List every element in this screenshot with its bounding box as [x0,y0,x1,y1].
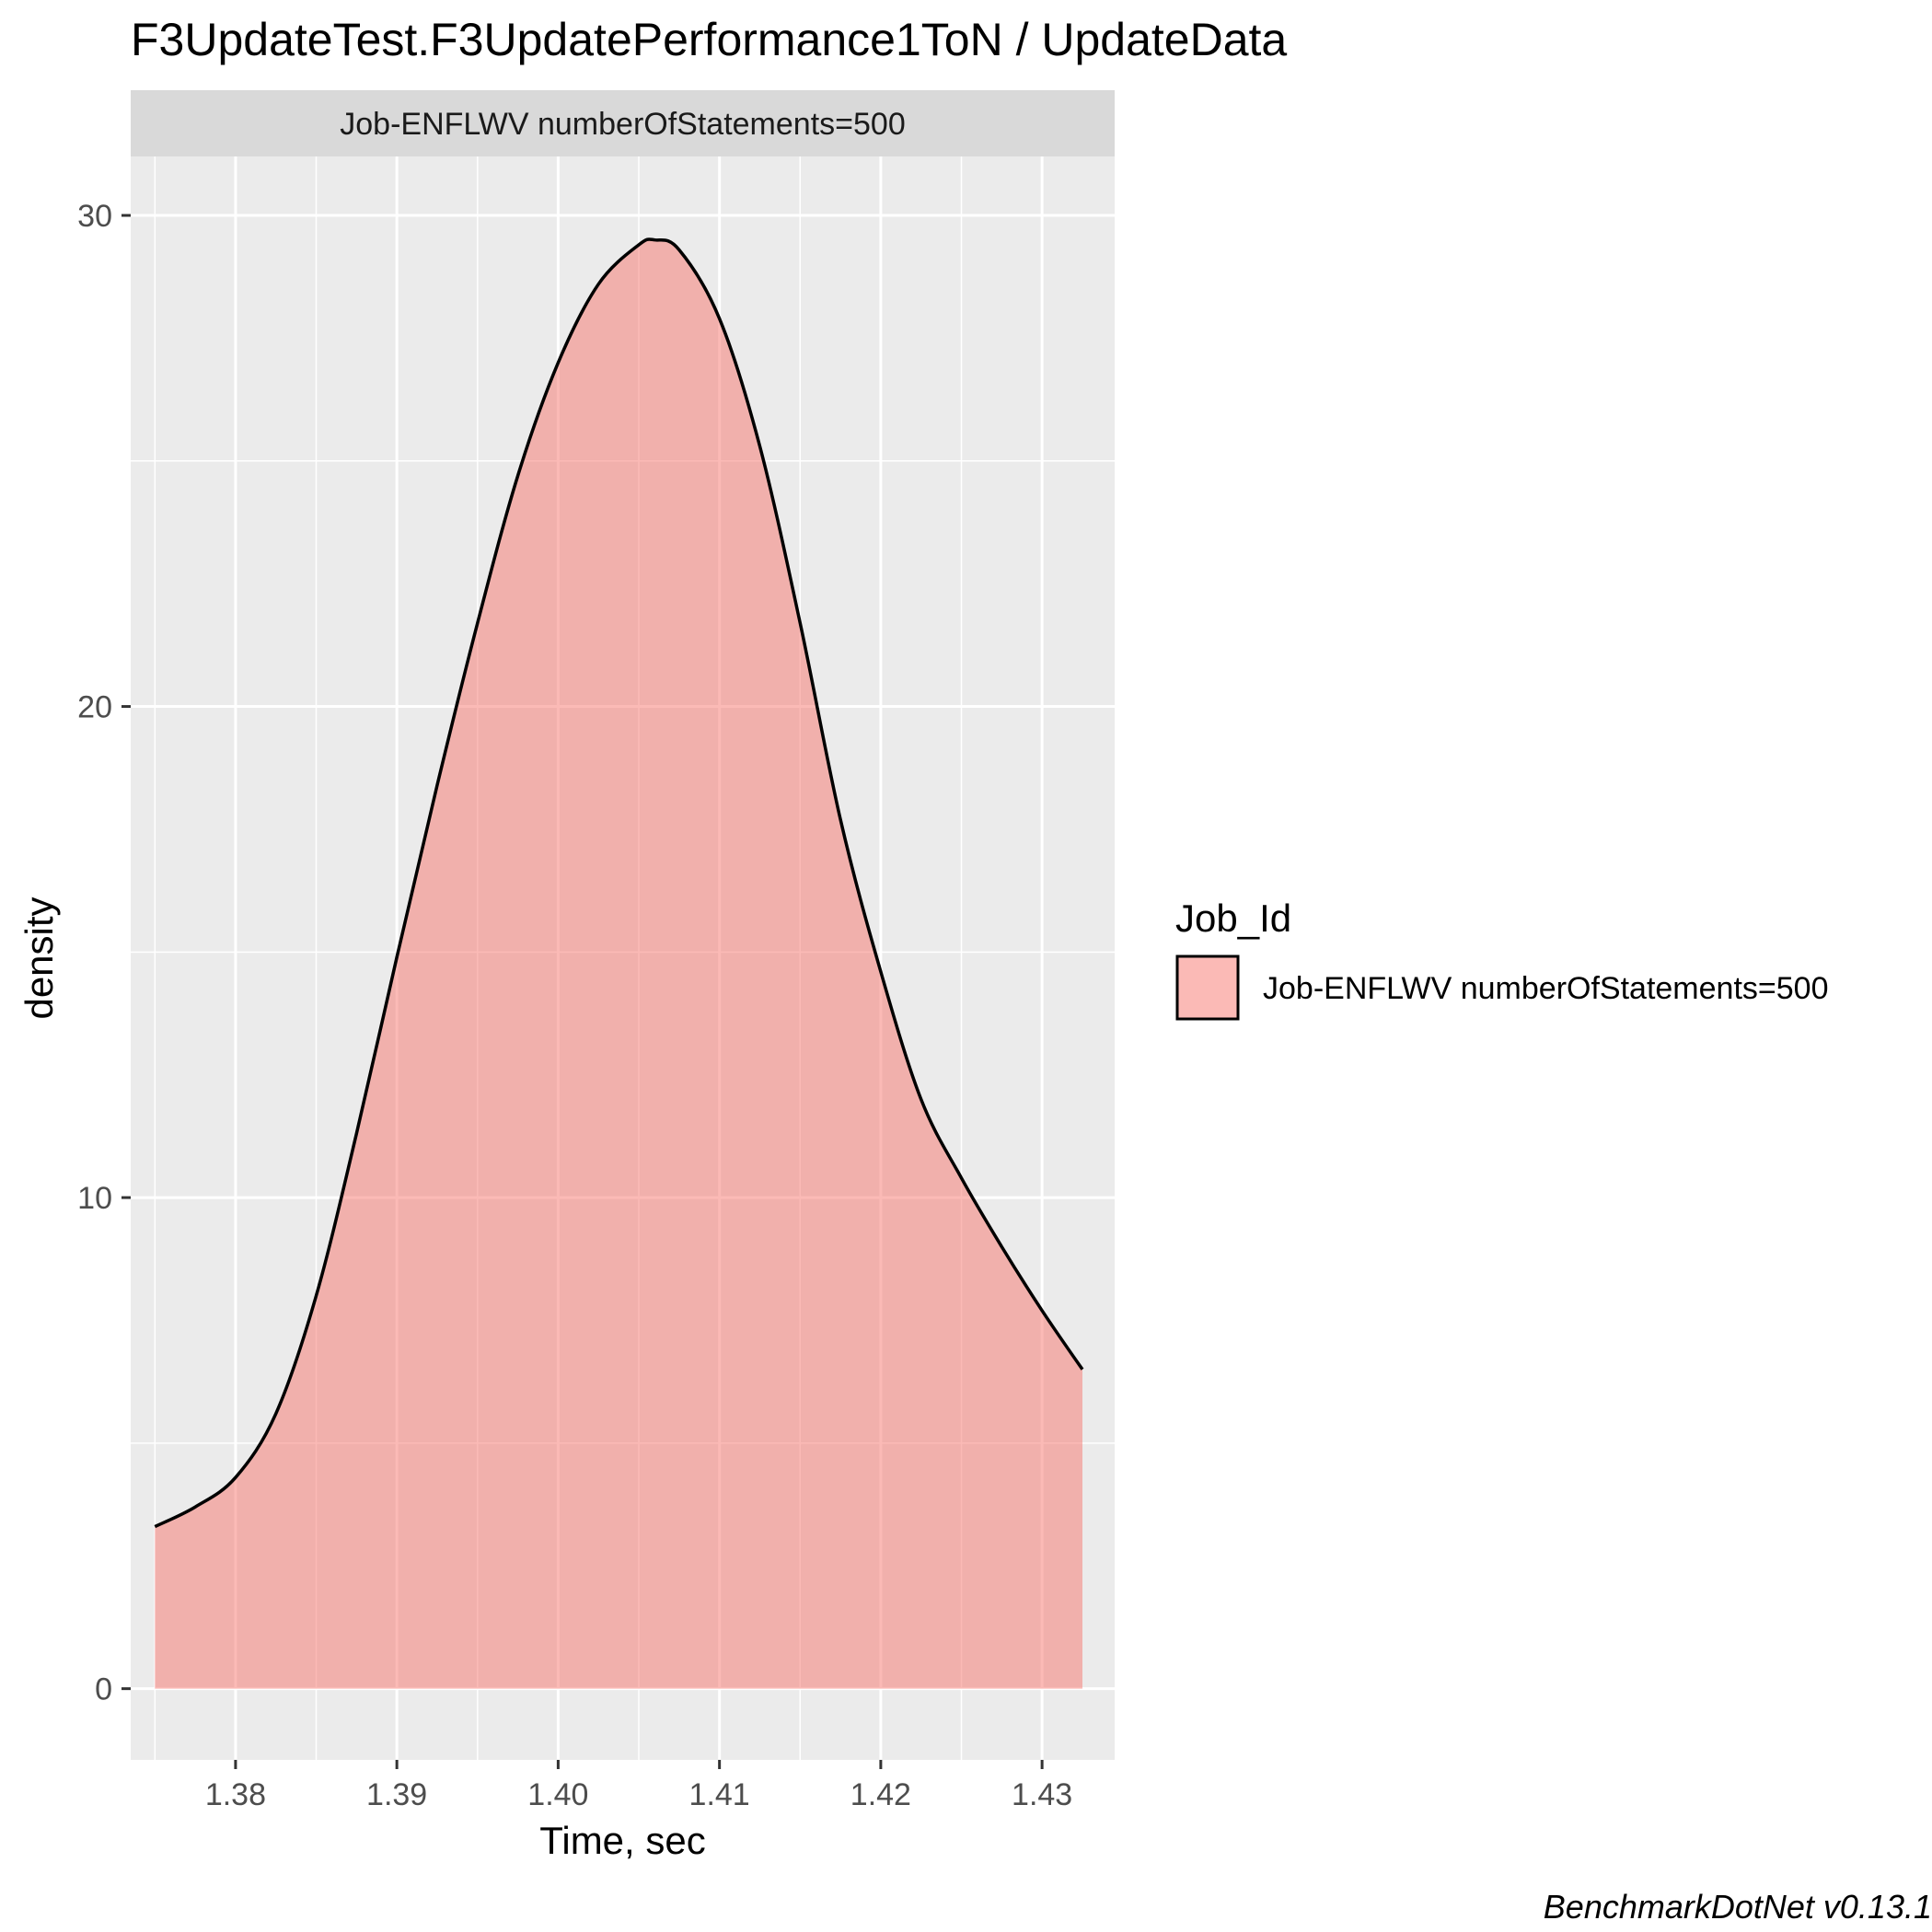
legend: Job_Id Job-ENFLWV numberOfStatements=500 [1175,897,1828,1021]
y-tick-label-2: 20 [77,690,112,725]
y-tick-labels: 0 10 20 30 [77,199,112,1707]
y-axis-title: density [17,897,61,1019]
x-tick-label-4: 1.42 [850,1777,911,1812]
x-tick-label-5: 1.43 [1012,1777,1072,1812]
density-curve-0 [154,237,1084,1529]
x-tick-label-0: 1.38 [205,1777,266,1812]
x-axis-title: Time, sec [539,1819,705,1862]
density-layer [154,237,1084,1689]
x-tick-label-1: 1.39 [366,1777,427,1812]
legend-swatch [1175,954,1240,1021]
axis-ticks [121,214,1044,1769]
facet-strip [131,90,1115,156]
y-tick-label-1: 10 [77,1181,112,1216]
legend-title: Job_Id [1175,897,1291,940]
x-tick-label-3: 1.41 [689,1777,750,1812]
chart-title: F3UpdateTest.F3UpdatePerformance1ToN / U… [131,14,1287,65]
density-area-0 [155,238,1083,1689]
legend-entry-label: Job-ENFLWV numberOfStatements=500 [1263,971,1828,1006]
caption: BenchmarkDotNet v0.13.1 [1544,1888,1932,1926]
facet-strip-label: Job-ENFLWV numberOfStatements=500 [340,107,905,142]
x-tick-label-2: 1.40 [527,1777,588,1812]
y-tick-label-3: 30 [77,199,112,234]
x-tick-labels: 1.38 1.39 1.40 1.41 1.42 1.43 [205,1777,1072,1812]
y-tick-label-0: 0 [95,1672,112,1707]
